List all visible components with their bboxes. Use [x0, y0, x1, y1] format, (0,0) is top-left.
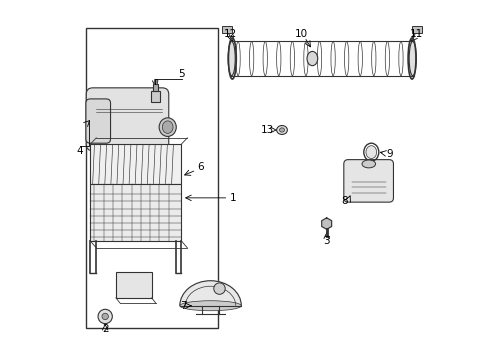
Text: 13: 13 [261, 125, 274, 135]
Text: 8: 8 [341, 197, 347, 206]
Text: 7: 7 [180, 301, 187, 311]
Ellipse shape [180, 301, 241, 311]
FancyBboxPatch shape [86, 88, 168, 151]
FancyBboxPatch shape [86, 99, 110, 143]
Text: 3: 3 [323, 236, 329, 246]
Text: 2: 2 [102, 324, 108, 334]
Bar [116, 272, 151, 298]
Text: 1: 1 [229, 193, 236, 203]
Circle shape [213, 283, 225, 294]
Bar [222, 26, 232, 33]
Bar [90, 184, 181, 241]
Ellipse shape [162, 121, 173, 134]
Ellipse shape [159, 118, 176, 136]
Bar [90, 144, 181, 184]
FancyBboxPatch shape [343, 159, 393, 202]
Text: 4: 4 [77, 147, 83, 157]
Circle shape [98, 309, 112, 324]
Ellipse shape [361, 160, 375, 168]
Bar [411, 26, 421, 33]
Text: 6: 6 [197, 162, 204, 172]
Text: 10: 10 [294, 28, 307, 39]
Ellipse shape [306, 51, 317, 66]
Ellipse shape [227, 41, 235, 76]
Polygon shape [321, 218, 331, 229]
Bar [153, 84, 157, 91]
Ellipse shape [279, 128, 284, 132]
Bar [85, 28, 217, 328]
Bar [151, 91, 160, 102]
Text: 12: 12 [223, 28, 236, 39]
Text: 11: 11 [408, 28, 422, 39]
Ellipse shape [276, 126, 287, 134]
Bar [154, 79, 157, 84]
Polygon shape [180, 281, 241, 306]
Circle shape [102, 313, 108, 320]
Ellipse shape [408, 41, 415, 76]
Text: 5: 5 [178, 69, 185, 79]
Ellipse shape [365, 146, 376, 158]
Text: 9: 9 [386, 149, 392, 159]
